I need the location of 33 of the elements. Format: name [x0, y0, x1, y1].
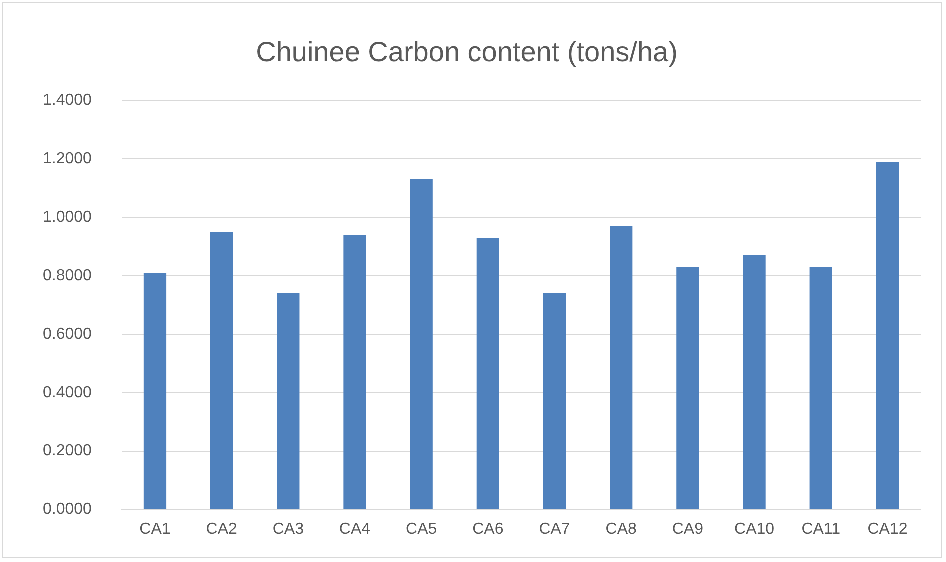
x-tick-label: CA8	[606, 520, 638, 538]
x-tick-label: CA7	[539, 520, 570, 538]
x-tick-label: CA11	[802, 520, 841, 538]
bar	[676, 267, 700, 510]
bar	[144, 273, 167, 510]
bar	[810, 267, 832, 510]
x-tick-label: CA10	[734, 520, 775, 538]
bar	[476, 238, 500, 510]
bar	[876, 162, 900, 510]
x-tick-label: CA1	[140, 520, 171, 538]
y-tick-label: 1.4000	[43, 92, 92, 110]
y-tick-label: 0.4000	[43, 384, 92, 402]
x-tick-label: CA4	[339, 520, 371, 538]
x-tick-label: CA6	[472, 520, 504, 538]
bar	[277, 294, 300, 510]
chart-title: Chuinee Carbon content (tons/ha)	[256, 36, 678, 68]
y-tick-label: 0.6000	[43, 326, 92, 343]
bar	[210, 232, 234, 510]
x-tick-label: CA2	[206, 520, 238, 538]
bar	[610, 226, 633, 510]
y-tick-label: 1.0000	[43, 208, 92, 226]
y-tick-label: 0.2000	[43, 442, 92, 460]
y-tick-label: 0.0000	[43, 501, 92, 518]
x-tick-label: CA3	[272, 520, 304, 538]
bar	[410, 180, 433, 510]
x-tick-label: CA12	[868, 520, 908, 538]
x-tick-label: CA9	[672, 520, 704, 538]
y-tick-label: 1.2000	[43, 150, 92, 168]
bar	[543, 294, 566, 510]
bar	[344, 235, 366, 510]
bar	[743, 256, 766, 510]
y-tick-label: 0.8000	[43, 267, 92, 284]
x-tick-label: CA5	[406, 520, 438, 538]
